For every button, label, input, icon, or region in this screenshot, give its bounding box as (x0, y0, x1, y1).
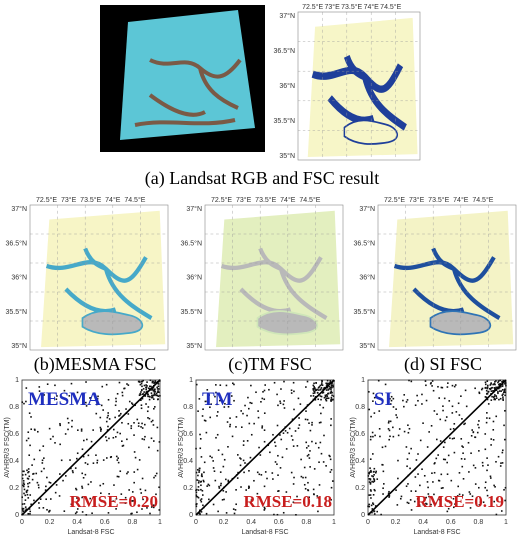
x-tick-label: 0.2 (45, 519, 55, 526)
lon-label: 73°E (61, 196, 77, 204)
y-tick-label: 0 (361, 512, 365, 519)
y-tick-label: 0 (189, 512, 193, 519)
caption: (c)TM FSC (228, 354, 312, 375)
y-tick-label: 1 (361, 377, 365, 384)
x-tick-label: 0 (194, 519, 198, 526)
rmse-label: RMSE=0.20 (69, 492, 158, 511)
y-tick-label: 0.2 (183, 485, 193, 492)
lon-label: 74°E (364, 3, 380, 11)
rmse-label: RMSE=0.19 (415, 492, 504, 511)
y-axis-label: AVHRR/3 FSC(TM) (4, 417, 11, 478)
lat-label: 37°N (11, 205, 27, 213)
method-label: TM (202, 389, 233, 410)
lon-label: 72.5°E (384, 196, 405, 204)
lon-label: 74°E (280, 196, 296, 204)
lat-label: 36.5°N (354, 239, 375, 247)
y-tick-label: 1 (15, 377, 19, 384)
lon-label: 73.5°E (80, 196, 101, 204)
lat-label: 36°N (186, 274, 202, 282)
x-tick-label: 0 (366, 519, 370, 526)
x-tick-label: 0.2 (219, 519, 229, 526)
landsat-rgb (100, 5, 265, 152)
lon-label: 72.5°E (211, 196, 232, 204)
lon-label: 73.5°E (341, 3, 362, 11)
x-tick-label: 1 (504, 519, 508, 526)
y-tick-label: 0.8 (9, 404, 19, 411)
x-axis-label: Landsat-8 FSC (241, 529, 288, 536)
x-tick-label: 1 (332, 519, 336, 526)
lat-label: 35.5°N (274, 117, 295, 125)
x-axis-label: Landsat-8 FSC (413, 529, 460, 536)
lon-label: 74.5°E (380, 3, 401, 11)
rmse-label: RMSE=0.18 (243, 492, 332, 511)
x-tick-label: 0.4 (72, 519, 82, 526)
lon-label: 73°E (325, 3, 341, 11)
lon-label: 74.5°E (124, 196, 145, 204)
lon-label: 74.5°E (472, 196, 493, 204)
y-tick-label: 0.8 (183, 404, 193, 411)
caption: (d) SI FSC (404, 354, 482, 375)
lat-label: 37°N (186, 205, 202, 213)
lon-label: 73.5°E (428, 196, 449, 204)
lon-label: 74°E (105, 196, 121, 204)
lat-label: 36°N (279, 82, 295, 90)
y-tick-label: 0.8 (355, 404, 365, 411)
lon-label: 73°E (236, 196, 252, 204)
x-tick-label: 0.6 (274, 519, 284, 526)
y-tick-label: 0.2 (355, 485, 365, 492)
lat-label: 36°N (359, 274, 375, 282)
lat-label: 35.5°N (181, 308, 202, 316)
lon-label: 74.5°E (299, 196, 320, 204)
lat-label: 35.5°N (354, 308, 375, 316)
y-tick-label: 0.2 (9, 485, 19, 492)
method-label: MESMA (28, 389, 101, 410)
figure: (a) Landsat RGB and FSC result 72.5°E73°… (0, 0, 524, 543)
x-tick-label: 0.8 (128, 519, 138, 526)
lat-label: 35°N (279, 152, 295, 160)
x-tick-label: 0.6 (100, 519, 110, 526)
caption: (a) Landsat RGB and FSC result (145, 168, 379, 189)
lon-label: 73.5°E (255, 196, 276, 204)
caption: (b)MESMA FSC (34, 354, 157, 375)
lat-label: 36.5°N (181, 239, 202, 247)
lat-label: 37°N (279, 12, 295, 20)
x-tick-label: 0.6 (446, 519, 456, 526)
x-tick-label: 0.4 (418, 519, 428, 526)
lon-label: 72.5°E (302, 3, 323, 11)
lat-label: 35°N (186, 342, 202, 350)
lat-label: 36°N (11, 274, 27, 282)
x-tick-label: 0.8 (302, 519, 312, 526)
lat-label: 35°N (11, 342, 27, 350)
lat-label: 36.5°N (6, 239, 27, 247)
lat-label: 37°N (359, 205, 375, 213)
x-tick-label: 1 (158, 519, 162, 526)
y-tick-label: 1 (189, 377, 193, 384)
x-tick-label: 0.4 (246, 519, 256, 526)
method-label: SI (374, 389, 392, 410)
y-axis-label: AVHRR/3 FSC(TM) (178, 417, 185, 478)
lat-label: 35°N (359, 342, 375, 350)
lat-label: 35.5°N (6, 308, 27, 316)
x-axis-label: Landsat-8 FSC (67, 529, 114, 536)
y-tick-label: 0 (15, 512, 19, 519)
x-tick-label: 0.8 (474, 519, 484, 526)
lon-label: 72.5°E (36, 196, 57, 204)
y-axis-label: AVHRR/3 FSC(TM) (350, 417, 357, 478)
lon-label: 74°E (453, 196, 469, 204)
x-tick-label: 0 (20, 519, 24, 526)
lat-label: 36.5°N (274, 47, 295, 55)
x-tick-label: 0.2 (391, 519, 401, 526)
lon-label: 73°E (409, 196, 425, 204)
